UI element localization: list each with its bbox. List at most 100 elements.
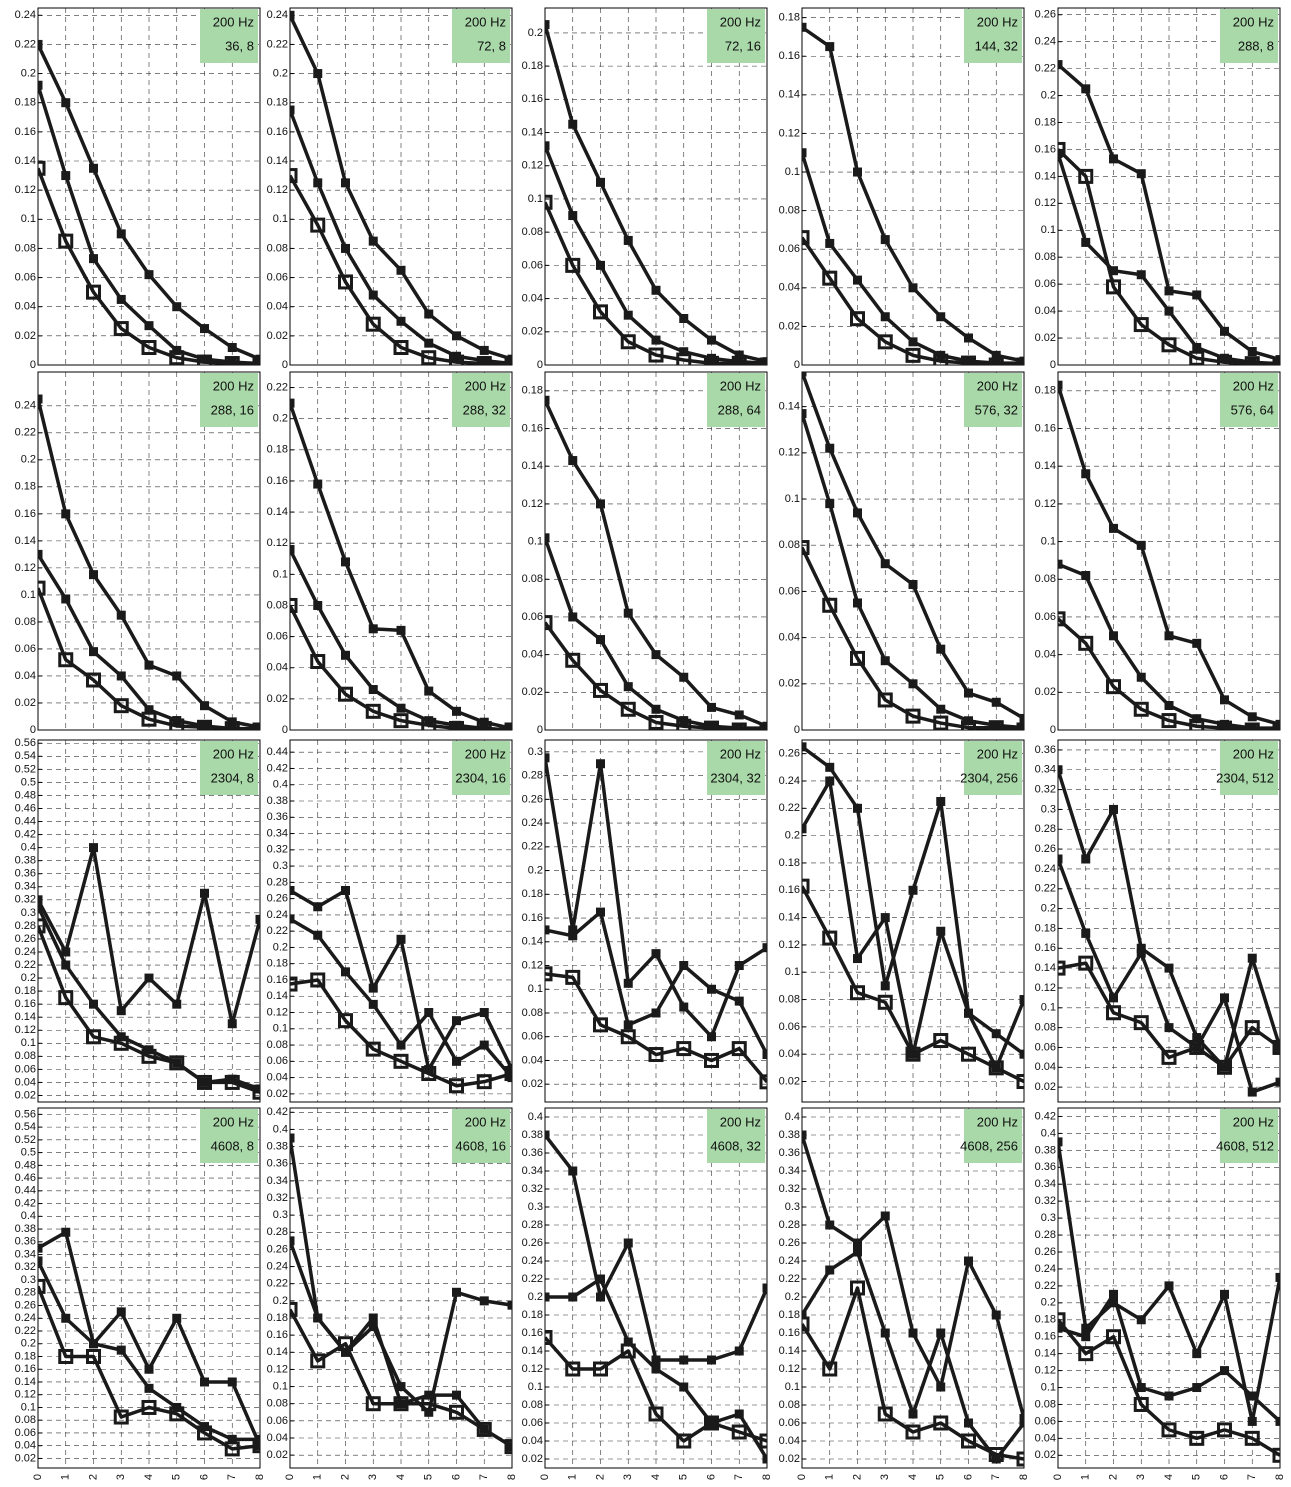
y-tick-label: 0.24 — [267, 909, 288, 921]
marker — [933, 353, 949, 365]
y-tick-label: 0.34 — [15, 1248, 36, 1260]
y-tick-label: 0.22 — [267, 381, 288, 393]
marker — [545, 1130, 550, 1140]
marker — [61, 960, 71, 970]
marker — [313, 600, 323, 610]
marker — [880, 1211, 890, 1221]
marker — [227, 343, 237, 353]
y-tick-label: 0.16 — [1035, 422, 1056, 434]
marker — [961, 355, 976, 365]
marker — [545, 141, 550, 151]
y-tick-label: 0.14 — [267, 1346, 288, 1358]
marker — [850, 311, 865, 327]
marker — [822, 1361, 838, 1377]
y-tick-label: 0.12 — [1035, 1364, 1056, 1376]
series-line — [38, 925, 260, 1094]
y-tick-label: 0.22 — [1035, 63, 1056, 75]
y-tick-label: 0 — [282, 724, 288, 736]
marker — [116, 229, 126, 239]
marker — [86, 1029, 101, 1045]
marker — [596, 907, 605, 917]
marker — [1192, 1383, 1202, 1393]
marker — [1220, 1289, 1229, 1299]
y-tick-label: 0.12 — [267, 537, 288, 549]
marker — [936, 312, 946, 322]
y-tick-label: 0.18 — [15, 97, 36, 109]
y-tick-label: 0.2 — [273, 941, 288, 953]
x-tick-label: 5 — [1191, 1474, 1203, 1480]
series-group — [802, 22, 1024, 365]
marker — [1136, 943, 1146, 953]
y-tick-label: 0.4 — [528, 1111, 543, 1123]
marker — [545, 925, 550, 935]
y-tick-label: 0 — [794, 359, 800, 371]
y-tick-label: 0.06 — [15, 271, 36, 283]
y-tick-label: 0.18 — [1035, 385, 1056, 397]
panel: 0.020.040.060.080.10.120.140.160.180.20.… — [779, 1107, 1030, 1480]
y-tick-label: 0.02 — [267, 1449, 288, 1461]
annotation: 72, 8 — [477, 38, 506, 53]
marker — [38, 160, 46, 176]
marker — [1220, 719, 1229, 729]
series-group — [802, 1130, 1024, 1467]
marker — [1019, 1418, 1024, 1428]
y-tick-label: 0.16 — [267, 1329, 288, 1341]
marker — [58, 233, 74, 249]
marker — [144, 270, 154, 280]
y-tick-label: 0.08 — [15, 1414, 36, 1426]
y-tick-label: 0.3 — [21, 907, 36, 919]
y-tick-label: 0.16 — [15, 1363, 36, 1375]
marker — [255, 1084, 260, 1094]
panel: 0 0.02 0.04 0.06 0.08 0.1 0.12 0.14 0.16 0.18 0.2 0… — [15, 371, 261, 736]
marker — [200, 324, 209, 334]
y-tick-label: 0.02 — [522, 686, 543, 698]
marker — [224, 1441, 240, 1457]
panel: 0.020.040.060.080.10.120.140.160.180.20.… — [267, 1106, 518, 1480]
marker — [144, 1364, 154, 1374]
y-tick-label: 0.1 — [1041, 224, 1056, 236]
y-tick-label: 0.04 — [779, 1435, 800, 1447]
marker — [290, 1133, 295, 1143]
marker — [762, 1454, 767, 1464]
marker — [853, 167, 862, 177]
y-tick-label: 0.48 — [15, 1159, 36, 1171]
marker — [393, 340, 409, 356]
marker — [1189, 718, 1205, 730]
x-tick-label: 1 — [60, 1474, 72, 1480]
marker — [255, 914, 260, 924]
y-tick-label: 0.2 — [21, 1338, 36, 1350]
y-tick-label: 0.18 — [267, 444, 288, 456]
marker — [651, 1008, 661, 1018]
panel: 0 0.02 0.04 0.06 0.08 0.1 0.12 0.14 0.16 0.18 200 … — [1035, 371, 1281, 736]
y-tick-label: 0.34 — [779, 1165, 800, 1177]
series-group — [38, 394, 260, 730]
marker — [313, 902, 323, 912]
y-tick-label: 0.16 — [15, 508, 36, 520]
marker — [1078, 1346, 1094, 1362]
y-tick-label: 0.36 — [15, 868, 36, 880]
y-tick-label: 0.02 — [779, 1453, 800, 1465]
series-group — [1058, 60, 1280, 365]
y-tick-label: 0.02 — [15, 1089, 36, 1101]
y-tick-label: 0.42 — [1035, 1110, 1056, 1122]
y-tick-label: 0.08 — [1035, 1022, 1056, 1034]
annotation: 200 Hz — [720, 14, 761, 29]
marker — [38, 1278, 46, 1294]
y-tick-label: 0.56 — [15, 1108, 36, 1120]
marker — [593, 1017, 608, 1033]
x-tick-label: 3 — [879, 1474, 891, 1480]
marker — [479, 1040, 489, 1050]
y-tick-label: 0.4 — [1041, 1127, 1056, 1139]
y-tick-label: 0.12 — [779, 1363, 800, 1375]
panel: 0.020.040.060.080.10.120.140.160.180.20.… — [15, 737, 261, 1103]
marker — [825, 443, 835, 453]
y-tick-label: 0.1 — [21, 213, 36, 225]
marker — [679, 1355, 689, 1365]
y-tick-label: 0.26 — [267, 1243, 288, 1255]
y-tick-label: 0.3 — [273, 860, 288, 872]
panel: 0 0.02 0.04 0.06 0.08 0.1 0.12 0.14 0.16 0.18 0.2 2… — [522, 7, 768, 371]
marker — [1192, 1033, 1202, 1043]
y-tick-label: 0.06 — [779, 585, 800, 597]
series-line — [1058, 148, 1280, 365]
marker — [1133, 701, 1149, 717]
